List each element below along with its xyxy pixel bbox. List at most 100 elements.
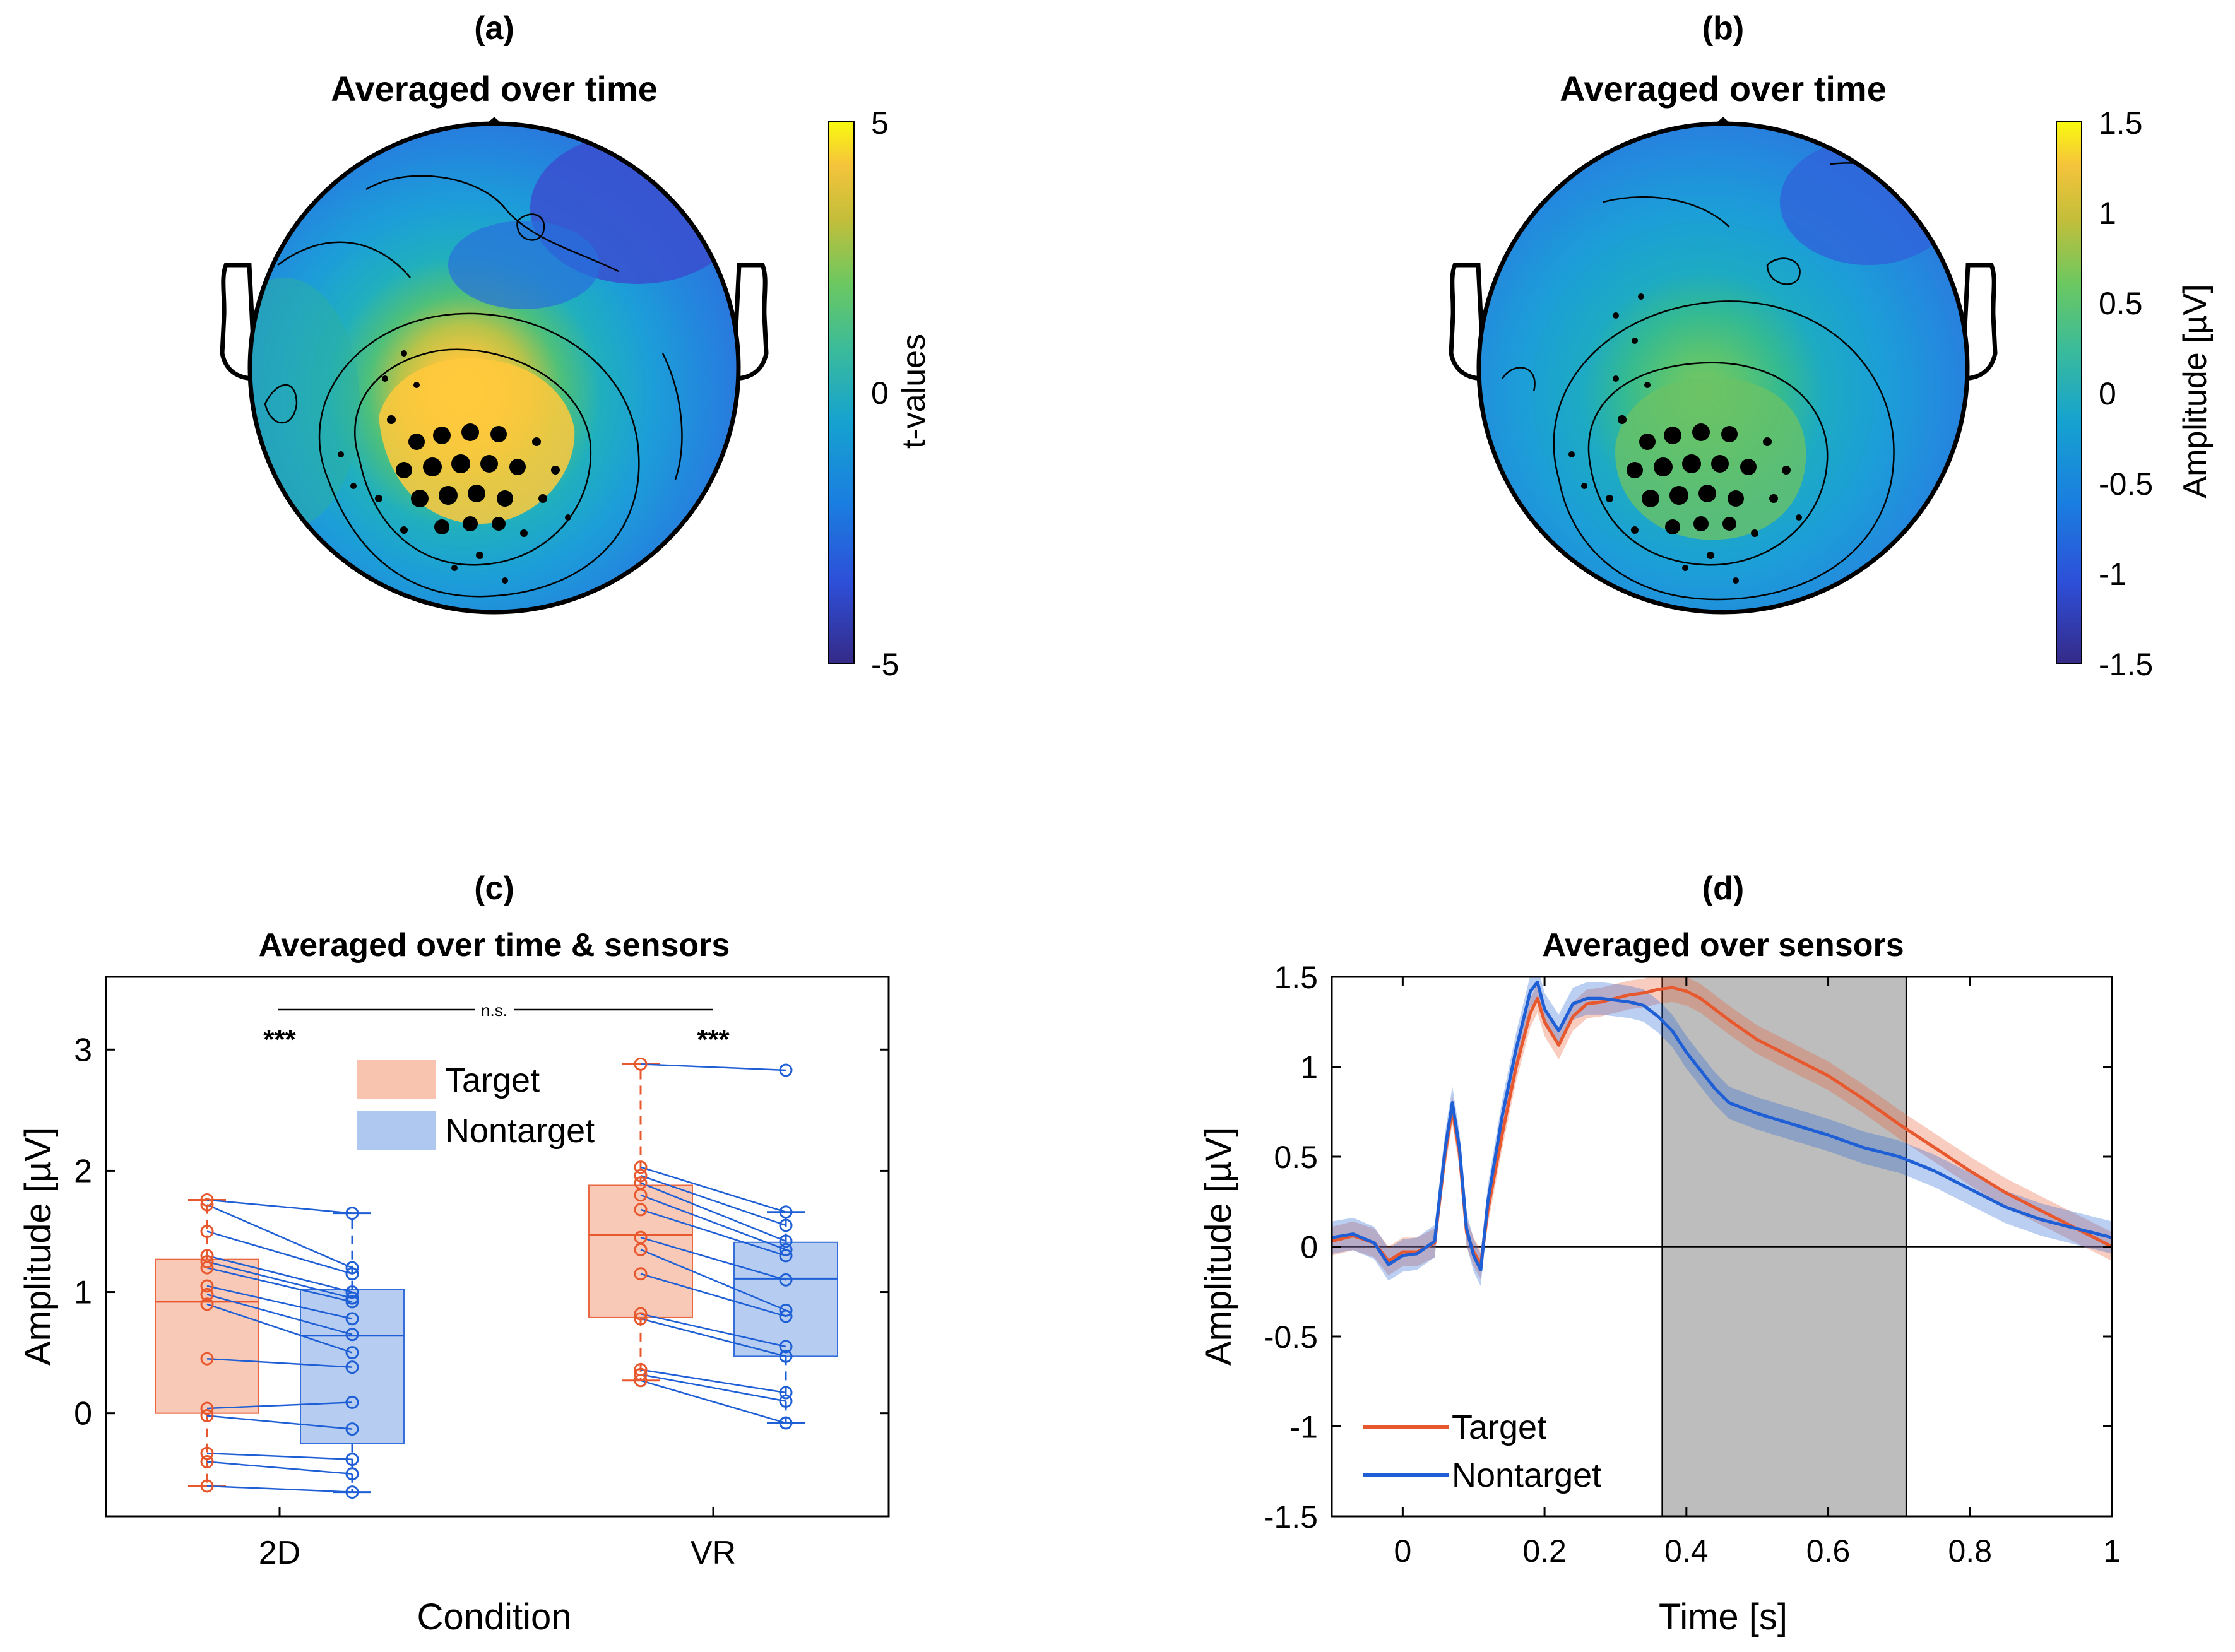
panel-d: (d) Averaged over sensors 1.5 1 0.5 0 -0.5 -1…: [1198, 870, 2121, 1637]
data-point-nontarget: [779, 1249, 793, 1263]
y-tick-label: 1: [1300, 1050, 1318, 1085]
paired-line: [206, 1204, 353, 1269]
data-point-target: [634, 1312, 648, 1326]
data-point-nontarget: [345, 1261, 359, 1275]
data-point-target: [634, 1169, 648, 1183]
data-point-nontarget: [779, 1273, 793, 1287]
erp-line-nontarget: [1332, 981, 2112, 1272]
data-point-nontarget: [779, 1416, 793, 1430]
topoplot-a-outline: [247, 121, 741, 615]
legend-target-swatch: [357, 1060, 436, 1099]
legend-nontarget-swatch: [357, 1111, 436, 1150]
paired-line: [206, 1261, 353, 1299]
head-left-ear: [1449, 263, 1486, 381]
panel-a-label: (a): [474, 10, 514, 47]
data-point-nontarget: [345, 1360, 359, 1374]
topo-a-left-region: [250, 278, 360, 530]
colorbar-b-tick: 1.5: [2099, 105, 2143, 141]
data-point-target: [200, 1279, 214, 1293]
colorbar-b: [2056, 121, 2082, 664]
panel-d-label: (d): [1702, 870, 1744, 907]
data-point-target: [634, 1307, 648, 1321]
significance-between: n.s.: [481, 1001, 507, 1020]
panel-d-axes: [1331, 976, 2113, 1518]
y-tick-label: -0.5: [1264, 1319, 1318, 1355]
x-tick-label: 2D: [259, 1535, 300, 1571]
panel-c-xlabel: Condition: [417, 1596, 571, 1637]
paired-line: [206, 1357, 353, 1368]
paired-line: [640, 1369, 786, 1394]
panel-c: (c) Averaged over time & sensors 0 1 2 3 2D V…: [18, 870, 890, 1637]
y-tick-label: 1: [74, 1275, 92, 1311]
data-point-nontarget: [345, 1285, 359, 1299]
data-point-target: [634, 1160, 648, 1174]
panel-d-plot: [1332, 977, 2112, 1516]
x-tick-label: 0.2: [1522, 1533, 1567, 1569]
sensor-markers-b: [1568, 293, 1802, 584]
data-point-nontarget: [779, 1063, 793, 1077]
x-tick-label: 0.6: [1806, 1533, 1851, 1569]
paired-line: [640, 1318, 786, 1357]
y-tick-label: 0: [1300, 1230, 1318, 1265]
panel-d-ylabel: Amplitude [µV]: [1198, 1127, 1239, 1366]
topo-a-contours: [264, 156, 714, 598]
data-point-target: [634, 1188, 648, 1202]
topo-b-positive-cluster: [1615, 377, 1806, 540]
panel-c-label: (c): [474, 870, 514, 907]
data-point-nontarget: [779, 1309, 793, 1323]
data-point-nontarget: [345, 1291, 359, 1305]
data-point-target: [200, 1198, 214, 1212]
data-point-target: [200, 1255, 214, 1269]
panel-c-ylabel: Amplitude [µV]: [18, 1127, 59, 1366]
paired-line: [640, 1373, 786, 1402]
y-tick-label: 0.5: [1274, 1140, 1318, 1175]
paired-line: [206, 1199, 353, 1214]
topoplot-b-overlay: [1501, 139, 1957, 601]
x-tick-label: 0.8: [1948, 1533, 1993, 1569]
data-point-nontarget: [345, 1267, 359, 1281]
panel-c-axes: [105, 976, 890, 1518]
data-point-nontarget: [779, 1340, 793, 1354]
paired-line: [206, 1485, 353, 1493]
colorbar-b-tick: -1.5: [2099, 647, 2153, 682]
y-tick-label: -1: [1290, 1410, 1318, 1445]
paired-line: [206, 1303, 353, 1354]
data-point-target: [200, 1401, 214, 1415]
legend-nontarget: Nontarget: [445, 1112, 595, 1150]
paired-line: [206, 1254, 353, 1293]
paired-line: [640, 1182, 786, 1242]
head-right-ear: [1960, 263, 1998, 381]
data-point-target: [200, 1261, 214, 1275]
data-point-nontarget: [779, 1242, 793, 1256]
panel-a-title: Averaged over time: [331, 69, 658, 109]
data-point-target: [200, 1352, 214, 1366]
data-point-target: [634, 1267, 648, 1281]
data-point-nontarget: [779, 1234, 793, 1248]
colorbar-b-tick: 0: [2099, 376, 2116, 411]
colorbar-a-tick: -5: [871, 647, 899, 682]
paired-line: [640, 1166, 786, 1213]
data-point-target: [634, 1374, 648, 1388]
colorbar-b-tick: -0.5: [2099, 466, 2153, 502]
data-point-nontarget: [345, 1312, 359, 1326]
legend-target: Target: [445, 1061, 540, 1099]
paired-line: [206, 1415, 353, 1430]
colorbar-b-label: Amplitude [µV]: [2177, 284, 2214, 498]
data-point-nontarget: [779, 1205, 793, 1219]
panel-b-label: (b): [1702, 10, 1744, 47]
paired-line: [206, 1266, 353, 1303]
data-point-nontarget: [345, 1207, 359, 1220]
paired-line: [640, 1063, 786, 1071]
box-target: [155, 1258, 259, 1414]
paired-line: [640, 1208, 786, 1257]
data-point-nontarget: [345, 1295, 359, 1309]
x-tick-label: 0: [1394, 1533, 1411, 1569]
data-point-nontarget: [345, 1395, 359, 1409]
paired-line: [206, 1285, 353, 1320]
data-point-target: [200, 1479, 214, 1493]
sensor-markers-a: [338, 350, 571, 584]
significance-vr: ***: [697, 1024, 730, 1055]
y-tick-label: -1.5: [1264, 1499, 1318, 1535]
colorbar-b-tick: 0.5: [2099, 286, 2143, 321]
